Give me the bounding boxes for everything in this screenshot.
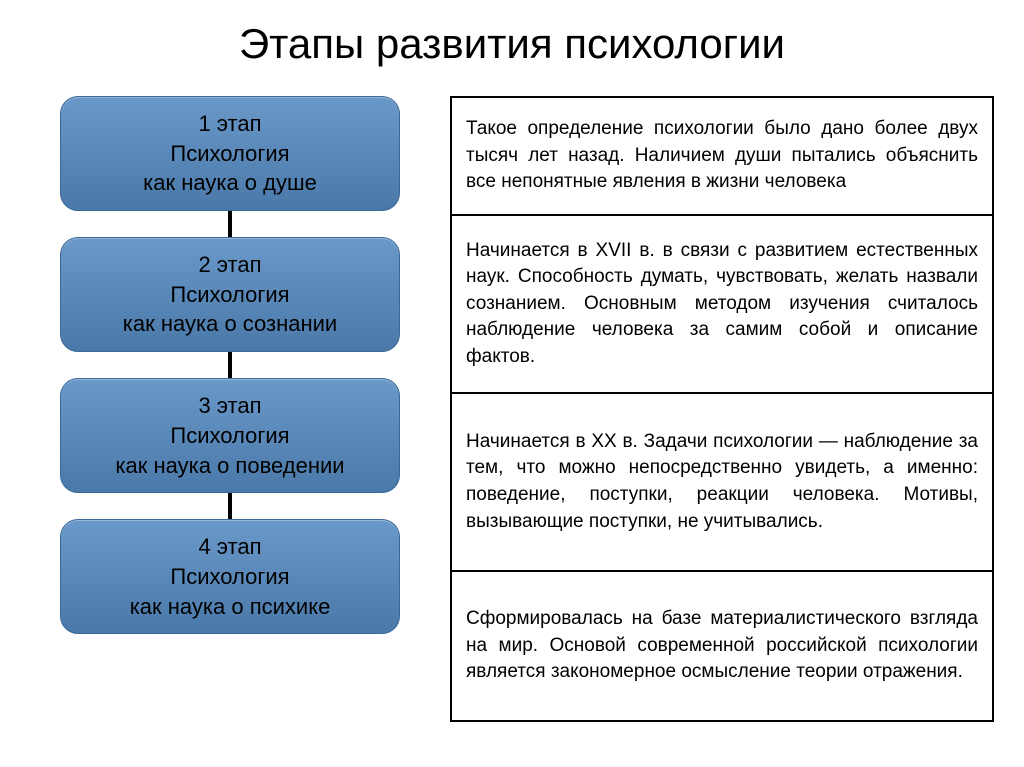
stage-4-box: 4 этап Психология как наука о психике [60,519,400,634]
stage-1-sub: как наука о душе [143,170,317,195]
page-title: Этапы развития психологии [30,20,994,68]
desc-row-3: Начинается в XX в. Задачи психологии — н… [452,394,992,572]
stage-1-num: 1 этап [198,111,261,136]
stage-1-label: Психология [170,141,289,166]
descriptions-table: Такое определение психологии было дано б… [450,96,994,722]
content-wrapper: 1 этап Психология как наука о душе 2 эта… [30,96,994,722]
stage-3-sub: как наука о поведении [115,453,344,478]
stage-4-label: Психология [170,564,289,589]
desc-row-4: Сформировалась на базе материалистическо… [452,572,992,720]
desc-row-1: Такое определение психологии было дано б… [452,98,992,216]
stage-2-label: Психология [170,282,289,307]
stage-4-num: 4 этап [198,534,261,559]
stage-2-box: 2 этап Психология как наука о сознании [60,237,400,352]
stage-4-sub: как наука о психике [130,594,331,619]
stage-2-sub: как наука о сознании [123,311,337,336]
stages-flowchart: 1 этап Психология как наука о душе 2 эта… [30,96,430,722]
desc-row-2: Начинается в XVII в. в связи с развитием… [452,216,992,394]
stage-1-box: 1 этап Психология как наука о душе [60,96,400,211]
stage-3-num: 3 этап [198,393,261,418]
stage-3-box: 3 этап Психология как наука о поведении [60,378,400,493]
stage-2-num: 2 этап [198,252,261,277]
stage-3-label: Психология [170,423,289,448]
